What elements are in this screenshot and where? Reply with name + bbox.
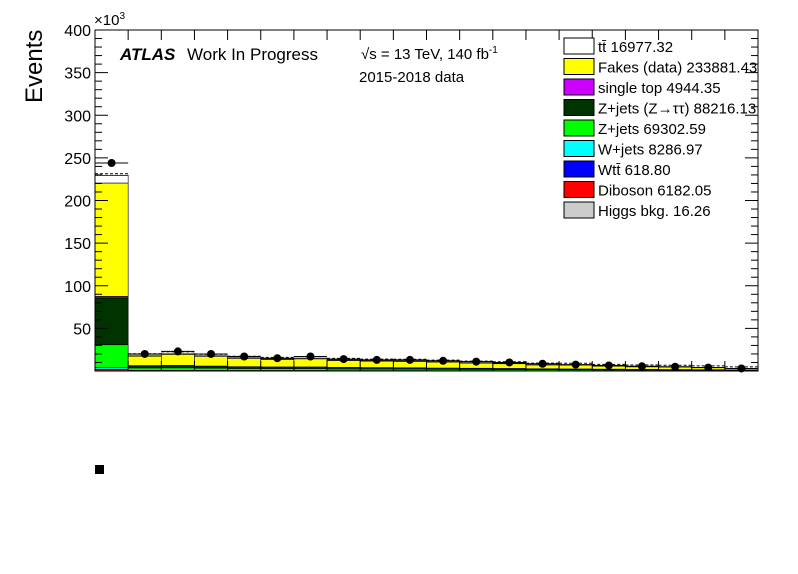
legend-swatch (563, 119, 595, 137)
legend-swatch (563, 201, 595, 219)
y-axis: 50 100 150 200 250 300 350 400 (64, 23, 758, 363)
legend-entry: tt̄ 16977.32 (598, 39, 673, 56)
data-point (273, 354, 282, 363)
legend-swatch (563, 37, 595, 55)
data-point (737, 364, 746, 373)
data-point (173, 347, 182, 356)
legend-entry: Diboson 6182.05 (598, 183, 711, 200)
y-tick-label: 50 (73, 321, 91, 338)
legend-swatch (563, 160, 595, 178)
y-multiplier: ×103 (94, 11, 125, 29)
bar-segment (94, 297, 129, 346)
y-tick-label: 200 (64, 194, 91, 211)
data-point (405, 355, 414, 364)
legend-entry: Z+jets (Z→ττ) 88216.13 (598, 101, 756, 118)
legend-swatch (563, 140, 595, 157)
y-tick-label: 350 (64, 66, 91, 83)
data-point (107, 158, 116, 167)
y-tick-label: 250 (64, 151, 91, 168)
data-point (505, 358, 514, 367)
bar-segment (94, 344, 129, 369)
legend-swatch (563, 99, 595, 116)
legend-swatch (563, 78, 595, 96)
y-tick-label: 150 (64, 236, 91, 253)
bar-segment (194, 356, 228, 367)
bar-segment (94, 175, 129, 184)
data-points (95, 158, 758, 373)
data-point (306, 352, 315, 361)
status-label: Work In Progress (187, 45, 318, 64)
energy-lumi-label: √s = 13 TeV, 140 fb-1 (361, 45, 498, 63)
data-point (637, 362, 646, 371)
data-point (439, 356, 448, 365)
y-axis-label: Events (21, 30, 48, 103)
legend-entry: Wtt̄ 618.80 (598, 162, 671, 179)
y-tick-label: 100 (64, 279, 91, 296)
legend-swatch (563, 181, 595, 198)
data-point (240, 352, 249, 361)
data-point (339, 355, 348, 364)
data-point (538, 359, 547, 368)
data-period-label: 2015-2018 data (359, 69, 465, 86)
y-tick-label: 300 (64, 108, 91, 125)
y-tick-label: 400 (64, 23, 91, 40)
legend: tt̄ 16977.32 Fakes (data) 233881.43 single… (563, 37, 757, 220)
data-point (704, 363, 713, 372)
atlas-label: ATLAS (119, 45, 176, 64)
legend-entry: single top 4944.35 (598, 80, 721, 97)
data-point (604, 361, 613, 370)
data-point (472, 357, 481, 366)
data-point (571, 360, 580, 369)
bar-segment (161, 365, 195, 369)
x-axis-ticks (94, 30, 759, 371)
legend-entry: W+jets 8286.97 (598, 142, 703, 159)
bar-segment (161, 354, 195, 366)
data-point (372, 355, 381, 364)
bar-segment (194, 367, 228, 371)
stray-marker (95, 465, 104, 474)
legend-entry: Z+jets 69302.59 (598, 121, 706, 138)
data-point (207, 349, 216, 358)
data-point (671, 362, 680, 371)
legend-swatch (563, 58, 595, 75)
legend-entry: Higgs bkg. 16.26 (598, 203, 711, 220)
legend-entry: Fakes (data) 233881.43 (598, 60, 757, 77)
bar-segment (127, 367, 162, 371)
data-point (140, 349, 149, 358)
bar-segment (161, 367, 195, 371)
